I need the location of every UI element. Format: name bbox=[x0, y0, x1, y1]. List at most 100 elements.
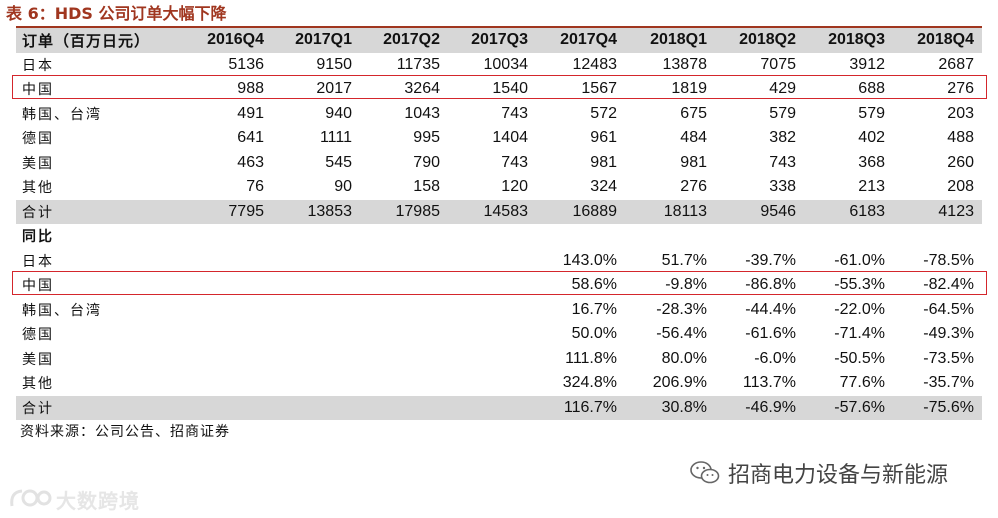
table-row: 德国 641 1111 995 1404 961 484 382 402 488 bbox=[16, 126, 982, 151]
table-cell bbox=[272, 347, 360, 372]
table-cell: 368 bbox=[858, 153, 885, 171]
table-cell: -39.7% bbox=[745, 251, 796, 269]
row-label: 中国 bbox=[22, 278, 54, 295]
column-header: 2017Q4 bbox=[536, 28, 625, 53]
orders-table: 订单（百万日元） 2016Q4 2017Q1 2017Q2 2017Q3 201… bbox=[16, 28, 982, 420]
table-row: 日本 143.0% 51.7% -39.7% -61.0% -78.5% bbox=[16, 249, 982, 274]
table-cell: 981 bbox=[590, 153, 617, 171]
table-cell: 579 bbox=[769, 104, 796, 122]
table-cell: 4123 bbox=[893, 199, 982, 224]
table-cell: 484 bbox=[680, 129, 707, 147]
table-row: 合计 7795 13853 17985 14583 16889 18113 9546 6183 4… bbox=[16, 199, 982, 224]
table-cell: -49.3% bbox=[923, 325, 974, 343]
table-cell: 1567 bbox=[581, 80, 617, 98]
table-cell bbox=[360, 249, 448, 274]
table-cell: 545 bbox=[325, 153, 352, 171]
table-header-row: 订单（百万日元） 2016Q4 2017Q1 2017Q2 2017Q3 201… bbox=[16, 28, 982, 53]
table-cell: -56.4% bbox=[656, 325, 707, 343]
table-cell: 3264 bbox=[404, 80, 440, 98]
table-cell: 491 bbox=[237, 104, 264, 122]
table-cell: 7075 bbox=[760, 55, 796, 73]
table-cell: -73.5% bbox=[923, 349, 974, 367]
table-cell: 382 bbox=[769, 129, 796, 147]
highlight-box-china-orders bbox=[12, 75, 987, 99]
table-cell: 16.7% bbox=[571, 300, 617, 318]
table-cell: -44.4% bbox=[745, 300, 796, 318]
table-cell bbox=[448, 298, 536, 323]
table-cell: 988 bbox=[237, 80, 264, 98]
table-cell: 18113 bbox=[625, 199, 715, 224]
table-cell: 10034 bbox=[483, 55, 529, 73]
table-cell: 1111 bbox=[319, 129, 352, 147]
wechat-account-name: 招商电力设备与新能源 bbox=[728, 463, 949, 488]
table-cell: 743 bbox=[501, 153, 528, 171]
row-label: 德国 bbox=[22, 327, 54, 344]
column-header: 2018Q2 bbox=[715, 28, 804, 53]
table-cell: 675 bbox=[680, 104, 707, 122]
row-label: 韩国、台湾 bbox=[22, 106, 102, 123]
table-cell bbox=[186, 322, 272, 347]
table-cell: -75.6% bbox=[893, 395, 982, 420]
table-cell: 940 bbox=[325, 104, 352, 122]
row-label: 其他 bbox=[22, 180, 54, 197]
table-cell: 324 bbox=[590, 178, 617, 196]
table-cell: 260 bbox=[947, 153, 974, 171]
table-cell: -64.5% bbox=[923, 300, 974, 318]
table-cell: 1404 bbox=[492, 129, 528, 147]
table-cell: 641 bbox=[237, 129, 264, 147]
row-label: 合计 bbox=[16, 395, 186, 420]
table-cell: 13878 bbox=[662, 55, 708, 73]
table-cell: -61.6% bbox=[745, 325, 796, 343]
table-cell: 276 bbox=[947, 80, 974, 98]
wechat-icon bbox=[690, 461, 720, 484]
table-cell: 276 bbox=[680, 178, 707, 196]
table-cell bbox=[186, 224, 272, 249]
table-cell bbox=[272, 298, 360, 323]
table-cell: -82.4% bbox=[923, 276, 974, 294]
table-row: 美国 111.8% 80.0% -6.0% -50.5% -73.5% bbox=[16, 347, 982, 372]
table-cell bbox=[360, 347, 448, 372]
table-cell: -46.9% bbox=[715, 395, 804, 420]
row-label: 其他 bbox=[22, 376, 54, 393]
table-row: 其他 76 90 158 120 324 276 338 213 208 bbox=[16, 175, 982, 200]
table-cell: 120 bbox=[501, 178, 528, 196]
table-cell: 2017 bbox=[316, 80, 352, 98]
table-cell: 7795 bbox=[186, 199, 272, 224]
table-cell: -71.4% bbox=[834, 325, 885, 343]
table-cell bbox=[360, 371, 448, 396]
table-cell: 58.6% bbox=[571, 276, 617, 294]
table-cell bbox=[448, 322, 536, 347]
table-cell: 206.9% bbox=[652, 374, 707, 392]
table-cell: 981 bbox=[680, 153, 707, 171]
table-cell: -9.8% bbox=[665, 276, 707, 294]
watermark-logo-icon bbox=[10, 489, 52, 507]
table-cell: 50.0% bbox=[571, 325, 617, 343]
table-cell: 11735 bbox=[396, 55, 440, 73]
table-cell: 488 bbox=[947, 129, 974, 147]
table-cell: 995 bbox=[413, 129, 440, 147]
table-cell: 14583 bbox=[448, 199, 536, 224]
table-cell: 17985 bbox=[360, 199, 448, 224]
column-header: 2016Q4 bbox=[186, 28, 272, 53]
table-cell bbox=[272, 371, 360, 396]
table-cell: 790 bbox=[413, 153, 440, 171]
table-cell: 158 bbox=[413, 178, 440, 196]
table-cell bbox=[360, 224, 448, 249]
table-row: 同比 bbox=[16, 224, 982, 249]
table-row: 美国 463 545 790 743 981 981 743 368 260 bbox=[16, 151, 982, 176]
table-cell bbox=[272, 224, 360, 249]
table-cell: 743 bbox=[769, 153, 796, 171]
table-cell bbox=[536, 224, 625, 249]
table-cell: 743 bbox=[501, 104, 528, 122]
table-cell: 338 bbox=[769, 178, 796, 196]
table-cell bbox=[186, 395, 272, 420]
table-cell bbox=[272, 249, 360, 274]
table-cell: 9546 bbox=[715, 199, 804, 224]
row-label: 合计 bbox=[16, 199, 186, 224]
row-label: 中国 bbox=[22, 82, 54, 99]
table-cell: -86.8% bbox=[745, 276, 796, 294]
table-cell bbox=[186, 347, 272, 372]
table-cell: 80.0% bbox=[661, 349, 707, 367]
table-cell: -28.3% bbox=[656, 300, 707, 318]
table-cell: 463 bbox=[237, 153, 264, 171]
